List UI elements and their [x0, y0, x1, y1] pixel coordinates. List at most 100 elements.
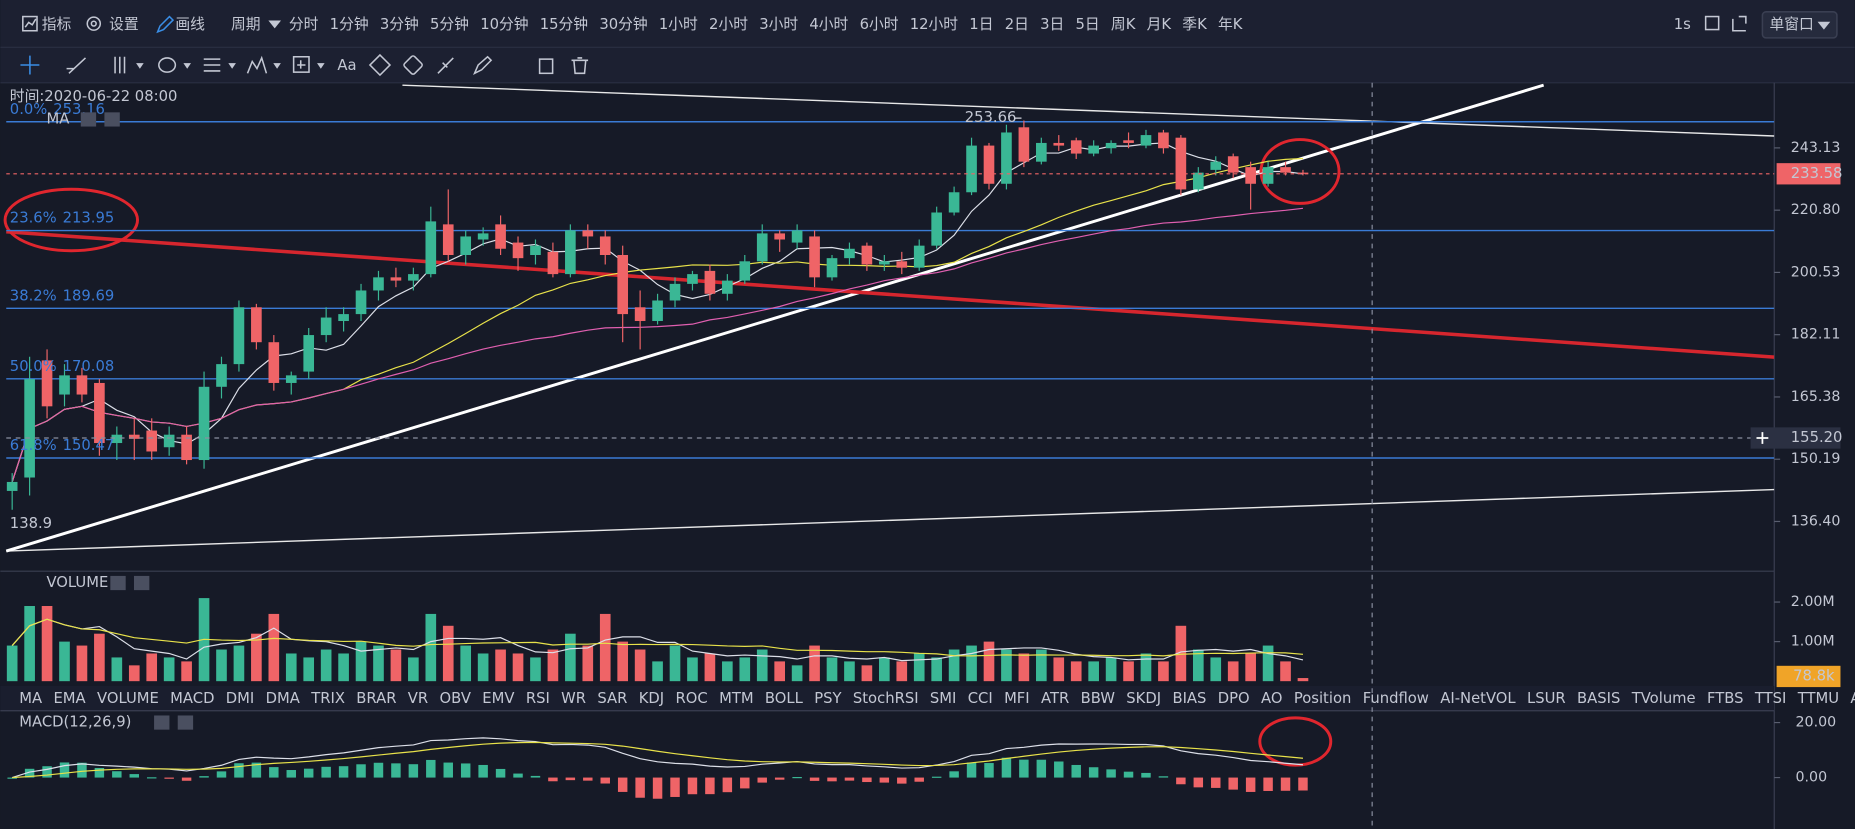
- window-mode[interactable]: 单窗口: [1770, 15, 1814, 33]
- indicator-tab[interactable]: MA: [19, 690, 42, 707]
- measure-tool[interactable]: [292, 55, 310, 73]
- tool-button[interactable]: 指标: [42, 16, 72, 33]
- indicator-tab[interactable]: SAR: [597, 690, 627, 707]
- indicator-tab[interactable]: AO: [1261, 690, 1282, 707]
- dropdown-arrow[interactable]: [1817, 21, 1831, 30]
- period-button[interactable]: 2小时: [709, 16, 748, 33]
- indicator-tab[interactable]: SKDJ: [1126, 690, 1161, 707]
- indicator-tab[interactable]: DPO: [1218, 690, 1250, 707]
- period-button[interactable]: 1日: [969, 16, 993, 33]
- magnet-tool[interactable]: [368, 53, 392, 77]
- indicator-icon[interactable]: [22, 15, 38, 32]
- channel-tool[interactable]: [114, 56, 126, 74]
- period-button[interactable]: 5日: [1076, 16, 1100, 33]
- indicator-tab[interactable]: EMA: [53, 690, 85, 707]
- indicator-tab[interactable]: BIAS: [1172, 690, 1206, 707]
- window-button[interactable]: [1761, 11, 1838, 39]
- period-button[interactable]: 3日: [1040, 16, 1064, 33]
- indicator-tab[interactable]: LSUR: [1527, 690, 1566, 707]
- indicator-tab[interactable]: CCI: [968, 690, 993, 707]
- indicator-tab[interactable]: VOLUME: [97, 690, 159, 707]
- measure-tool[interactable]: [297, 60, 306, 69]
- indicator-tab[interactable]: ROC: [676, 690, 708, 707]
- period-button[interactable]: 5分钟: [430, 16, 469, 33]
- indicator-tab[interactable]: EMV: [482, 690, 514, 707]
- lock-tool[interactable]: [538, 58, 554, 75]
- indicator-tab[interactable]: MTM: [719, 690, 754, 707]
- volume-bar: [1175, 625, 1187, 682]
- brush-tool[interactable]: [473, 55, 493, 75]
- font-tool[interactable]: Aa: [337, 57, 356, 74]
- tool-button[interactable]: 设置: [109, 16, 139, 33]
- indicator-tab[interactable]: StochRSI: [853, 690, 919, 707]
- indicator-tab[interactable]: TVolume: [1631, 690, 1696, 707]
- indicator-tab[interactable]: VR: [408, 690, 428, 707]
- settings-icon[interactable]: [86, 16, 102, 31]
- period-button[interactable]: 10分钟: [480, 16, 528, 33]
- indicator-icon[interactable]: [24, 18, 37, 28]
- indicator-tab[interactable]: WR: [561, 690, 586, 707]
- macd-bar: [705, 777, 715, 795]
- indicator-tab[interactable]: KDJ: [639, 690, 664, 707]
- period-button[interactable]: 15分钟: [540, 16, 588, 33]
- indicator-tab[interactable]: FTBS: [1707, 690, 1743, 707]
- indicator-tab[interactable]: BOLL: [765, 690, 804, 707]
- indicator-tab[interactable]: DMA: [266, 690, 300, 707]
- period-button[interactable]: 6小时: [860, 16, 899, 33]
- period-button[interactable]: 3分钟: [380, 16, 419, 33]
- draw-icon[interactable]: [156, 15, 175, 34]
- close-icon[interactable]: [133, 575, 150, 591]
- period-button[interactable]: 年K: [1218, 16, 1243, 33]
- indicator-tab[interactable]: RSI: [526, 690, 550, 707]
- indicator-tab[interactable]: BRAR: [356, 690, 396, 707]
- tag-tool[interactable]: [403, 55, 423, 75]
- indicator-tab[interactable]: BBW: [1081, 690, 1116, 707]
- indicator-tab[interactable]: MFI: [1004, 690, 1030, 707]
- crosshair-tool[interactable]: [20, 55, 40, 75]
- close-icon[interactable]: [104, 112, 120, 127]
- indicator-tab[interactable]: ATR: [1041, 690, 1069, 707]
- indicator-tab[interactable]: PSY: [814, 690, 842, 707]
- fullscreen-icon[interactable]: [1704, 15, 1720, 31]
- indicator-tab[interactable]: TRIX: [310, 690, 345, 707]
- indicator-tab[interactable]: OBV: [440, 690, 471, 707]
- indicator-tab[interactable]: Fundflow: [1363, 690, 1429, 707]
- indicator-tab[interactable]: DMI: [226, 690, 254, 707]
- popout-icon[interactable]: [1732, 15, 1747, 32]
- settings-icon[interactable]: [154, 715, 170, 730]
- delete-tool[interactable]: [571, 57, 589, 75]
- close-icon[interactable]: [177, 715, 194, 730]
- indicator-tab[interactable]: TTMU: [1797, 690, 1839, 707]
- dropdown-arrow[interactable]: [268, 20, 282, 29]
- fib-tool[interactable]: [203, 58, 221, 72]
- period-button[interactable]: 12小时: [910, 16, 959, 33]
- pattern-tool[interactable]: [246, 55, 268, 74]
- trendline-tool[interactable]: [66, 57, 87, 74]
- indicator-tab[interactable]: SMI: [930, 690, 956, 707]
- indicator-tab[interactable]: AI-NetVOL: [1440, 690, 1516, 707]
- period-button[interactable]: 2日: [1005, 16, 1029, 33]
- period-label[interactable]: 周期: [231, 16, 261, 33]
- period-button[interactable]: 1分钟: [330, 16, 369, 33]
- settings-icon[interactable]: [90, 20, 97, 27]
- indicator-tab[interactable]: AI-BSI: [1850, 690, 1855, 707]
- period-button[interactable]: 月K: [1147, 16, 1172, 33]
- settings-icon[interactable]: [80, 112, 97, 127]
- period-button[interactable]: 1小时: [659, 16, 698, 33]
- indicator-tab[interactable]: Position: [1294, 690, 1352, 707]
- period-button[interactable]: 季K: [1182, 16, 1207, 33]
- indicator-tab[interactable]: TTSI: [1754, 690, 1787, 707]
- period-button[interactable]: 4小时: [809, 16, 848, 33]
- indicator-tab[interactable]: BASIS: [1577, 690, 1620, 707]
- period-button[interactable]: 30分钟: [599, 16, 647, 33]
- refresh-rate[interactable]: 1s: [1674, 16, 1691, 33]
- period-button[interactable]: 分时: [289, 16, 319, 33]
- shape-tool[interactable]: [158, 57, 177, 73]
- period-button[interactable]: 3小时: [759, 16, 798, 33]
- period-button[interactable]: 周K: [1111, 16, 1136, 33]
- indicator-tab[interactable]: MACD: [170, 690, 214, 707]
- tool-dropdown[interactable]: [136, 63, 325, 69]
- ruler-tool[interactable]: [437, 57, 454, 74]
- tool-button[interactable]: 画线: [175, 16, 205, 33]
- settings-icon[interactable]: [110, 575, 126, 591]
